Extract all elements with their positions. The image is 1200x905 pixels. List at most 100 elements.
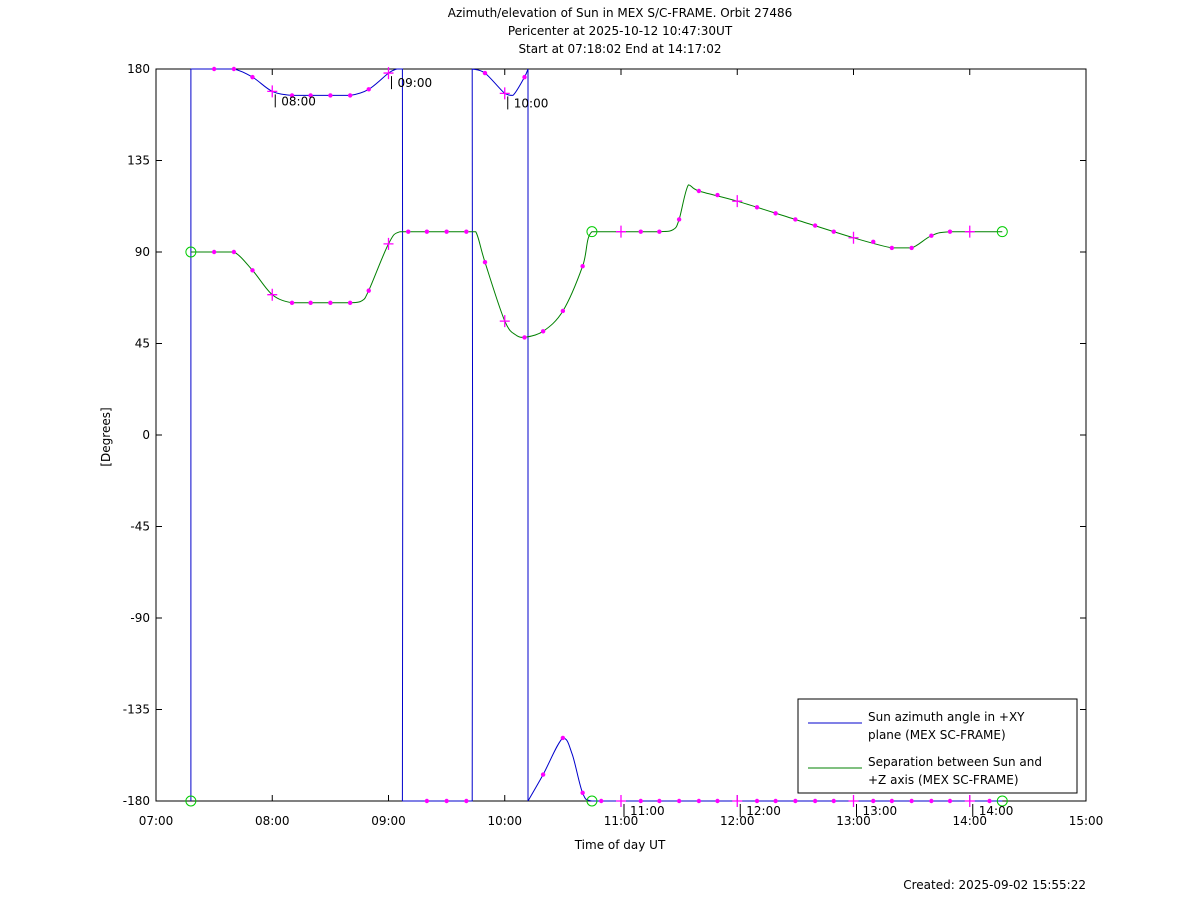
series-2-point-12: [464, 229, 469, 234]
series-2-hour-marker-1: [267, 288, 278, 301]
hour-annotation-label-6: 13:00: [863, 804, 898, 818]
series-2-point-3: [250, 268, 255, 273]
x-tick-label: 14:00: [952, 814, 987, 828]
series-2-hour-marker-5: [732, 195, 743, 208]
series-1-point-1: [211, 66, 217, 72]
x-tick-label: 13:00: [836, 814, 871, 828]
series-1-point-18: [638, 798, 643, 804]
series-1-line-segment-3: [396, 68, 404, 802]
series-2-hour-marker-4: [616, 225, 626, 238]
y-tick-label: 135: [127, 154, 150, 168]
series-2-point-13: [482, 259, 488, 265]
series-1-point-10: [444, 798, 449, 804]
x-tick-label: 11:00: [604, 814, 639, 828]
series-2-point-24: [773, 211, 778, 216]
series-2-hour-marker-7: [964, 225, 975, 238]
hour-annotation-label-1: 08:00: [281, 94, 316, 108]
chart-title-line-1: Azimuth/elevation of Sun in MEX S/C-FRAM…: [448, 6, 793, 20]
y-tick-label: 45: [135, 337, 150, 351]
series-1-point-25: [793, 798, 798, 804]
series-2-point-14: [522, 335, 527, 340]
series-1-point-24: [773, 798, 778, 804]
hour-annotation-label-2: 09:00: [398, 76, 433, 90]
y-tick-label: 90: [135, 245, 150, 259]
series-2-point-8: [366, 288, 371, 293]
y-tick-label: 180: [127, 62, 150, 76]
series-2-line-segment-1: [190, 184, 1003, 338]
series-2-point-10: [424, 229, 430, 234]
series-1-point-8: [366, 87, 371, 92]
legend-box: [797, 698, 1078, 794]
series-2-point-15: [540, 329, 546, 334]
series-1-point-4: [289, 93, 295, 98]
start-end-marker-1: [185, 246, 197, 258]
start-end-marker-4: [586, 795, 598, 807]
series-1-hour-marker-3: [499, 87, 510, 100]
y-tick-label: -180: [123, 794, 150, 808]
series-1-point-5: [308, 93, 313, 98]
series-2-point-29: [889, 245, 895, 251]
legend: Sun azimuth angle in +XY plane (MEX SC-FR…: [797, 698, 1078, 794]
x-tick-label: 10:00: [487, 814, 522, 828]
chart-title-line-3: Start at 07:18:02 End at 14:17:02: [518, 42, 721, 56]
created-footer: Created: 2025-09-02 15:55:22: [903, 878, 1086, 892]
series-1-point-6: [328, 93, 333, 98]
chart-title-line-2: Pericenter at 2025-10-12 10:47:30UT: [508, 24, 733, 38]
y-tick-label: -135: [123, 703, 150, 717]
start-end-marker-3: [586, 226, 598, 238]
hour-annotations: 08:00 09:00 10:00 11:00 12:00 13:00 14:00: [274, 76, 1013, 818]
x-tick-label: 08:00: [255, 814, 290, 828]
series-2-point-21: [696, 188, 702, 194]
series-1-hour-marker-5: [732, 795, 743, 807]
x-axis-label: Time of day UT: [574, 838, 666, 852]
series-1-point-13: [522, 74, 527, 80]
series-2-point-7: [347, 300, 353, 306]
series-2-point-9: [406, 229, 411, 234]
legend-entry-2-line-1: Separation between Sun and: [868, 755, 1042, 769]
series-1-hour-marker-6: [848, 795, 859, 807]
y-tick-label: 0: [142, 428, 150, 442]
series-2-point-23: [754, 205, 760, 210]
series-1-hour-marker-1: [267, 85, 278, 98]
legend-entry-1-line-1: Sun azimuth angle in +XY: [868, 710, 1025, 724]
axis-ticks: 07:00 08:00 09:00 10:00 11:00 12:00 13:00 14:00…: [123, 62, 1104, 828]
hour-annotation-label-4: 11:00: [630, 804, 665, 818]
series-1-point-3: [250, 74, 255, 80]
series-1-point-27: [831, 798, 836, 804]
series-1-point-9: [424, 798, 430, 804]
series-1-line-segment-5: [472, 68, 529, 96]
series-1-point-20: [676, 798, 682, 804]
hour-annotation-label-3: 10:00: [514, 96, 549, 110]
series-1-point-12: [482, 70, 488, 76]
series-1-point-30: [909, 798, 914, 804]
series-2-point-32: [947, 229, 953, 234]
series-1-point-21: [696, 798, 702, 804]
series-1-point-26: [812, 798, 818, 804]
series-2-point-1: [211, 249, 217, 255]
series-2-point-4: [289, 300, 295, 306]
start-end-marker-5: [996, 226, 1008, 238]
hour-annotation-label-5: 12:00: [746, 804, 781, 818]
series-2-point-19: [657, 229, 662, 234]
series-2-hour-marker-2: [383, 237, 394, 250]
y-axis-label: [Degrees]: [99, 407, 113, 466]
series-2-point-30: [909, 245, 914, 251]
x-tick-label: 15:00: [1069, 814, 1104, 828]
series-layer: [190, 68, 1003, 802]
series-1-hour-marker-2: [383, 67, 394, 80]
series-1-line-segment-2: [190, 68, 397, 96]
series-1-point-31: [929, 798, 934, 804]
x-tick-label: 09:00: [371, 814, 406, 828]
y-tick-label: -45: [130, 520, 150, 534]
series-2-point-22: [715, 192, 720, 198]
series-1-point-32: [947, 798, 953, 804]
series-1-point-19: [657, 798, 662, 804]
series-2-point-20: [676, 217, 682, 222]
plot-frame: [155, 68, 1087, 802]
series-2-point-28: [871, 239, 876, 245]
series-2-point-27: [831, 229, 836, 234]
series-2-point-11: [444, 229, 449, 234]
x-tick-label: 12:00: [720, 814, 755, 828]
marker-layer: [185, 66, 1008, 807]
